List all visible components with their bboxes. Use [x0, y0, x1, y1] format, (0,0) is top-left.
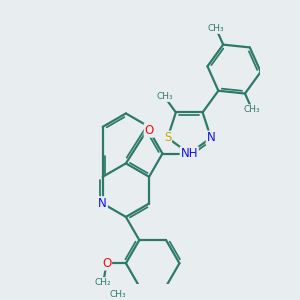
Text: CH₃: CH₃	[208, 24, 224, 33]
Text: N: N	[206, 131, 215, 144]
Text: NH: NH	[181, 147, 198, 160]
Text: S: S	[164, 131, 171, 144]
Text: CH₃: CH₃	[110, 290, 126, 299]
Text: O: O	[145, 124, 154, 137]
Text: CH₂: CH₂	[95, 278, 112, 287]
Text: O: O	[102, 257, 111, 270]
Text: N: N	[98, 197, 107, 210]
Text: CH₃: CH₃	[244, 105, 260, 114]
Text: CH₃: CH₃	[156, 92, 173, 101]
